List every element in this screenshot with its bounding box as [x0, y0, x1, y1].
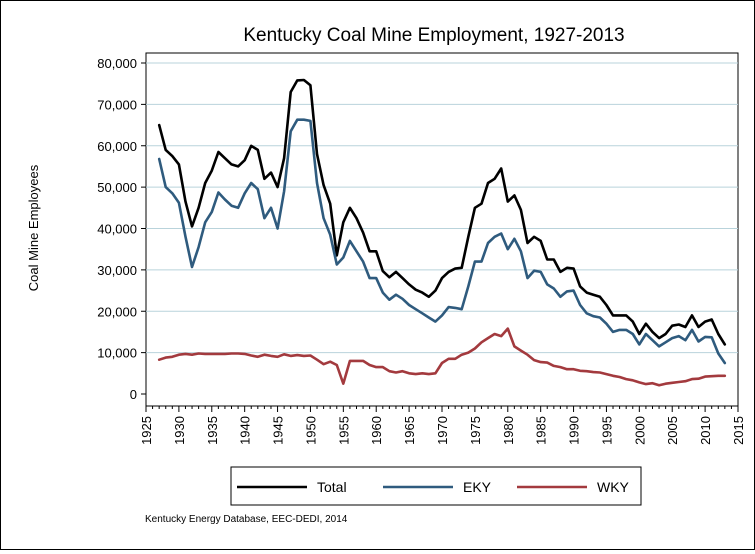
x-tick-label: 1980: [501, 416, 516, 445]
series-layer: [157, 78, 727, 387]
y-tick-label: 50,000: [97, 180, 137, 195]
x-tick-label: 1970: [435, 416, 450, 445]
x-tick-label: 2010: [698, 416, 713, 445]
series-line-total: [157, 78, 727, 346]
x-tick-label: 1945: [271, 416, 286, 445]
y-tick-label: 20,000: [97, 304, 137, 319]
legend-entry-eky: EKY: [383, 479, 492, 495]
x-tick-label: 1935: [205, 416, 220, 445]
x-tick-label: 1940: [238, 416, 253, 445]
x-tick-label: 1930: [172, 416, 187, 445]
y-tick-label: 70,000: [97, 97, 137, 112]
x-tick-label: 2015: [731, 416, 746, 445]
axis-layer: 0 10,000 20,000 30,000 40,000 50,000 60,000 70,…: [97, 56, 746, 445]
x-tick-label: 1985: [534, 416, 549, 445]
series-line-eky: [157, 118, 727, 365]
x-tick-label: 1975: [468, 416, 483, 445]
x-tick-label: 1960: [369, 416, 384, 445]
legend-label: WKY: [597, 479, 630, 495]
x-tick-label: 1955: [336, 416, 351, 445]
x-tick-label: 1965: [402, 416, 417, 445]
y-tick-label: 80,000: [97, 56, 137, 71]
chart-title: Kentucky Coal Mine Employment, 1927-2013: [243, 25, 624, 46]
x-tick-label: 1925: [139, 416, 154, 445]
x-tick-label: 1995: [599, 416, 614, 445]
legend-label: Total: [317, 479, 347, 495]
source-note: Kentucky Energy Database, EEC-DEDI, 2014: [145, 514, 348, 525]
legend: Total EKY WKY: [237, 479, 630, 495]
x-tick-label: 1950: [303, 416, 318, 445]
y-axis-label: Coal Mine Employees: [26, 164, 41, 291]
y-tick-label: 40,000: [97, 222, 137, 237]
series-line-wky: [157, 327, 727, 387]
x-tick-label: 2000: [632, 416, 647, 445]
legend-entry-total: Total: [237, 479, 347, 495]
y-tick-label: 60,000: [97, 139, 137, 154]
legend-label: EKY: [463, 479, 492, 495]
y-tick-label: 0: [130, 387, 137, 402]
y-tick-label: 30,000: [97, 263, 137, 278]
x-tick-label: 1990: [567, 416, 582, 445]
y-tick-label: 10,000: [97, 346, 137, 361]
plot-area: [145, 52, 739, 407]
grid-layer: [145, 52, 739, 407]
x-tick-label: 2005: [665, 416, 680, 445]
legend-entry-wky: WKY: [517, 479, 630, 495]
